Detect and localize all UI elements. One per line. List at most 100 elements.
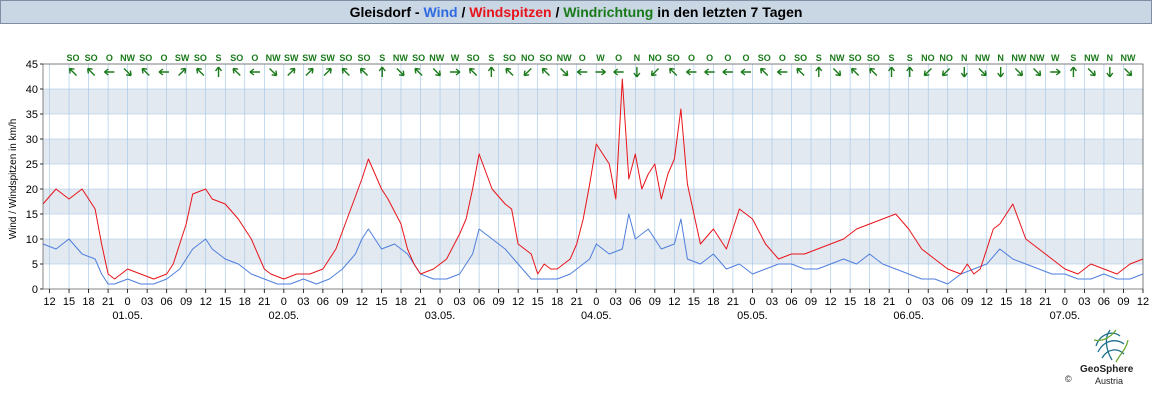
direction-label: NO — [521, 53, 535, 63]
direction-arrow-icon — [432, 67, 442, 77]
direction-arrow-icon — [158, 68, 169, 76]
direction-arrow-icon — [704, 68, 715, 76]
direction-label: SO — [849, 53, 862, 63]
direction-arrow-icon — [759, 67, 769, 77]
direction-arrow-icon — [449, 68, 461, 76]
direction-arrow-icon — [487, 66, 495, 77]
direction-label: SO — [467, 53, 480, 63]
direction-arrow-icon — [595, 68, 606, 76]
direction-arrow-icon — [686, 68, 697, 76]
direction-arrow-icon — [378, 66, 386, 77]
direction-label: NW — [1084, 53, 1099, 63]
direction-label: NW — [120, 53, 135, 63]
y-tick-label: 45 — [26, 59, 38, 71]
direction-arrow-icon — [906, 66, 914, 77]
direction-arrow-icon — [815, 66, 823, 77]
y-axis-label: Wind / Windspitzen in km/h — [8, 119, 19, 240]
arrow-shape — [505, 67, 514, 77]
direction-label: SO — [867, 53, 880, 63]
x-tick-label: 18 — [395, 296, 407, 308]
direction-label: SO — [66, 53, 79, 63]
direction-label: O — [106, 53, 113, 63]
x-tick-label: 21 — [883, 296, 895, 308]
direction-arrow-icon — [832, 67, 842, 77]
arrow-shape — [650, 67, 660, 77]
direction-label: NW — [429, 53, 444, 63]
arrow-shape — [541, 67, 550, 77]
arrow-shape — [341, 67, 350, 77]
x-tick-label: 12 — [200, 296, 212, 308]
direction-arrow-icon — [850, 67, 860, 77]
direction-label: NO — [921, 53, 935, 63]
direction-arrow-icon — [141, 67, 150, 77]
arrow-shape — [449, 68, 461, 76]
arrow-shape — [923, 67, 932, 77]
x-tick-label: 06 — [161, 296, 173, 308]
direction-arrow-icon — [178, 67, 187, 77]
y-tick-label: 15 — [26, 209, 38, 221]
date-label: 03.05. — [425, 310, 456, 322]
direction-label: W — [596, 53, 605, 63]
x-tick-label: 09 — [649, 296, 661, 308]
direction-arrow-icon — [232, 67, 241, 77]
x-tick-label: 09 — [1117, 296, 1129, 308]
direction-arrow-icon — [1033, 67, 1042, 77]
x-tick-label: 12 — [981, 296, 993, 308]
series-line-windspitzen — [42, 78, 1144, 280]
direction-arrow-icon — [887, 66, 896, 77]
arrow-shape — [613, 68, 624, 76]
direction-arrow-icon — [541, 67, 550, 77]
x-tick-label: 18 — [239, 296, 251, 308]
direction-arrow-icon — [576, 68, 588, 76]
direction-arrow-icon — [68, 67, 78, 77]
x-tick-label: 15 — [1000, 296, 1012, 308]
arrow-shape — [1106, 67, 1114, 78]
x-tick-label: 12 — [668, 296, 680, 308]
x-tick-label: 03 — [922, 296, 934, 308]
direction-arrow-icon — [1050, 68, 1061, 76]
chart-title: Gleisdorf - Wind / Windspitzen / Windric… — [0, 0, 1152, 24]
x-tick-label: 06 — [629, 296, 641, 308]
direction-label: W — [1051, 53, 1060, 63]
direction-arrow-icon — [287, 67, 296, 77]
direction-label: O — [160, 53, 167, 63]
band-25 — [43, 139, 1143, 164]
x-tick-label: 21 — [727, 296, 739, 308]
direction-label: NW — [557, 53, 572, 63]
direction-label: SO — [85, 53, 98, 63]
x-tick-label: 21 — [102, 296, 114, 308]
arrow-shape — [123, 67, 132, 77]
arrow-shape — [305, 67, 314, 77]
direction-label: N — [997, 53, 1004, 63]
band-35 — [43, 89, 1143, 114]
direction-label: NW — [266, 53, 281, 63]
x-tick-label: 03 — [610, 296, 622, 308]
arrow-shape — [576, 68, 588, 76]
direction-label: N — [634, 53, 641, 63]
arrow-shape — [978, 67, 987, 77]
direction-arrow-icon — [523, 67, 532, 77]
arrow-shape — [103, 68, 115, 76]
title-gusts: Windspitzen — [469, 4, 552, 20]
direction-label: SO — [339, 53, 352, 63]
direction-label: S — [816, 53, 822, 63]
direction-label: SW — [175, 53, 190, 63]
x-tick-label: 15 — [532, 296, 544, 308]
y-tick-label: 35 — [26, 109, 38, 121]
direction-arrow-icon — [1106, 67, 1114, 78]
x-tick-label: 0 — [749, 296, 755, 308]
direction-arrow-icon — [468, 67, 478, 77]
direction-arrow-icon — [941, 67, 951, 77]
direction-arrow-icon — [633, 67, 641, 78]
arrow-shape — [1014, 67, 1024, 77]
arrow-shape — [560, 67, 569, 77]
direction-arrow-icon — [960, 67, 968, 78]
arrow-shape — [414, 67, 423, 77]
arrow-shape — [1033, 67, 1042, 77]
x-tick-label: 0 — [593, 296, 599, 308]
x-tick-label: 0 — [1062, 296, 1068, 308]
arrow-shape — [378, 66, 386, 77]
direction-arrow-icon — [359, 67, 369, 77]
x-tick-label: 12 — [43, 296, 55, 308]
direction-label: N — [961, 53, 968, 63]
